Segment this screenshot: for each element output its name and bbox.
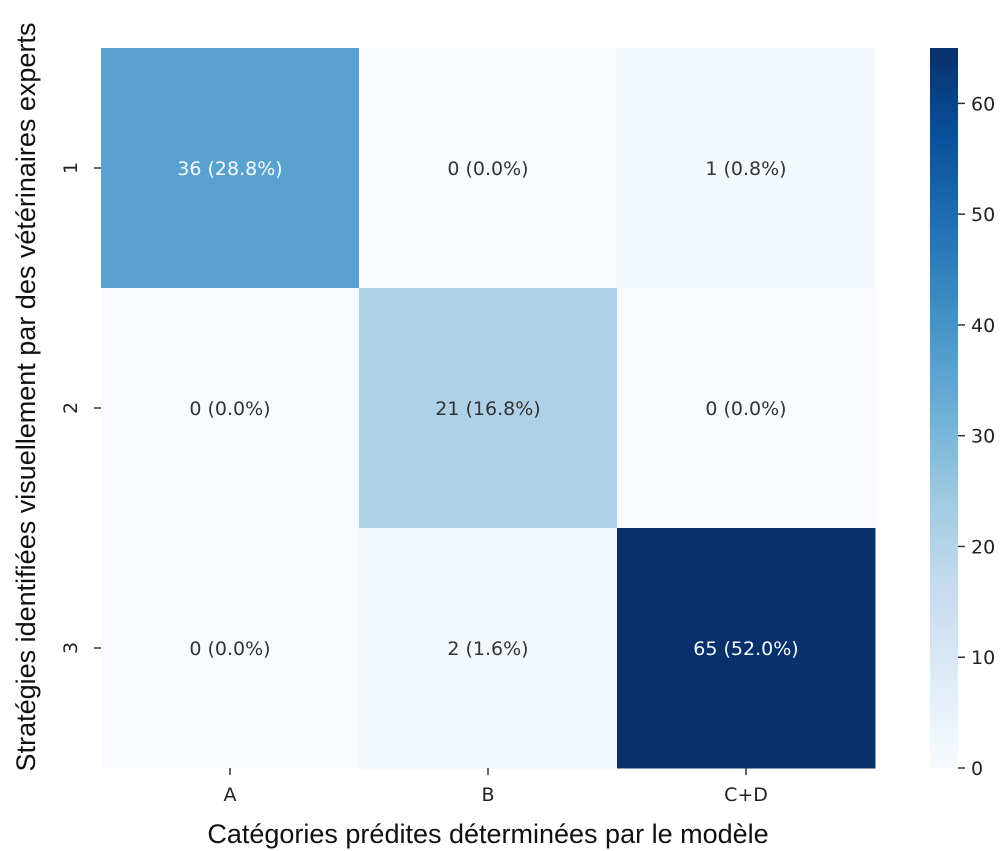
cell-label: 65 (52.0%) bbox=[693, 638, 798, 660]
cell-label: 2 (1.6%) bbox=[447, 638, 528, 660]
y-axis-title: Stratégies identifiées visuellement par … bbox=[11, 23, 41, 772]
heatmap-cell-2-B bbox=[359, 288, 618, 529]
heatmap-cell-3-A bbox=[101, 528, 360, 769]
heatmap-cell-1-B bbox=[359, 48, 618, 289]
heatmap-cell-1-A bbox=[101, 48, 360, 289]
heatmap-cell-labels: 36 (28.8%) 0 (0.0%) 1 (0.8%) 0 (0.0%) 21 (16… bbox=[177, 158, 798, 660]
heatmap-cell-3-B bbox=[359, 528, 618, 769]
y-tick-label: 2 bbox=[60, 402, 82, 414]
x-axis-ticks: A B C+D bbox=[224, 768, 768, 806]
cell-label: 36 (28.8%) bbox=[177, 158, 282, 180]
y-tick-label: 3 bbox=[60, 642, 82, 654]
colorbar-tick-label: 10 bbox=[971, 647, 995, 669]
colorbar bbox=[930, 48, 958, 768]
cell-label: 0 (0.0%) bbox=[705, 398, 786, 420]
x-axis-title: Catégories prédites déterminées par le m… bbox=[207, 819, 768, 849]
y-axis-ticks: 1 2 3 bbox=[60, 162, 101, 654]
cell-label: 21 (16.8%) bbox=[435, 398, 540, 420]
heatmap-cell-2-C+D bbox=[617, 288, 876, 529]
x-tick-label: B bbox=[481, 784, 494, 806]
cell-label: 0 (0.0%) bbox=[447, 158, 528, 180]
colorbar-tick-label: 40 bbox=[971, 315, 995, 337]
cell-label: 0 (0.0%) bbox=[189, 638, 270, 660]
colorbar-ticks: 0 10 20 30 40 50 60 bbox=[958, 93, 995, 780]
x-tick-label: C+D bbox=[724, 784, 768, 806]
cell-label: 1 (0.8%) bbox=[705, 158, 786, 180]
cell-label: 0 (0.0%) bbox=[189, 398, 270, 420]
heatmap-cell-2-A bbox=[101, 288, 360, 529]
heatmap-cells bbox=[101, 48, 876, 769]
colorbar-tick-label: 50 bbox=[971, 204, 995, 226]
colorbar-tick-label: 20 bbox=[971, 536, 995, 558]
colorbar-tick-label: 60 bbox=[971, 93, 995, 115]
y-tick-label: 1 bbox=[60, 162, 82, 174]
heatmap-cell-1-C+D bbox=[617, 48, 876, 289]
colorbar-tick-label: 30 bbox=[971, 426, 995, 448]
heatmap-cell-3-C+D bbox=[617, 528, 876, 769]
colorbar-tick-label: 0 bbox=[971, 758, 983, 780]
x-tick-label: A bbox=[224, 784, 237, 806]
